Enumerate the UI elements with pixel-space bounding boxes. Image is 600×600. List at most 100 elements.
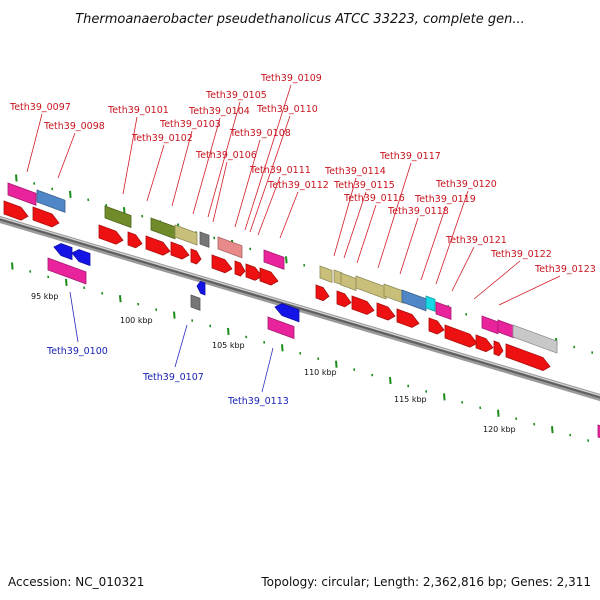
gene-label: Teth39_0113: [227, 396, 289, 407]
leader-line: [192, 117, 221, 215]
scale-label: 95 kbp: [31, 292, 59, 301]
gene-label: Teth39_0120: [435, 179, 497, 190]
cds-forward: [3, 200, 29, 221]
leader-line: [57, 132, 76, 179]
leader-line: [234, 139, 261, 228]
gene-block: [512, 324, 558, 354]
cds-forward: [351, 295, 375, 315]
genome-backbone: [0, 215, 600, 402]
gene-label: Teth39_0104: [188, 106, 250, 117]
gene-label: Teth39_0119: [414, 194, 476, 205]
gene-block: [267, 316, 295, 340]
cds-forward: [32, 206, 60, 228]
tick-mark: [227, 327, 230, 336]
cds-forward: [444, 324, 478, 348]
cds-forward: [315, 284, 330, 302]
cds-forward: [259, 267, 279, 286]
cds-forward: [234, 260, 246, 277]
leader-line: [473, 260, 521, 300]
leader-line: [279, 191, 299, 239]
leader-line: [244, 84, 292, 231]
cds-forward: [396, 308, 420, 328]
tick-mark: [11, 262, 14, 270]
gene-label: Teth39_0111: [249, 165, 311, 176]
leader-line: [212, 161, 228, 223]
gene-label: Teth39_0109: [260, 73, 322, 84]
gene-block: [217, 236, 243, 259]
leader-line: [399, 217, 419, 275]
gene-block: [199, 231, 210, 248]
leader-line: [207, 101, 241, 218]
leader-line: [333, 177, 357, 257]
gene-block: [104, 205, 132, 229]
leader-line: [343, 191, 367, 259]
leader-line: [420, 205, 447, 281]
cds-forward: [336, 290, 352, 308]
cds-forward: [505, 343, 551, 371]
gene-block: [36, 189, 66, 213]
gene-block: [355, 275, 387, 300]
gene-block: [401, 289, 427, 312]
gene-label: Teth39_0122: [490, 249, 552, 260]
cds-forward: [145, 235, 171, 256]
leader-line: [356, 204, 377, 264]
gene-label: Teth39_0102: [131, 133, 193, 144]
gene-label: Teth39_0103: [159, 119, 221, 130]
scale-label: 120 kbp: [483, 425, 516, 434]
leader-line: [122, 116, 138, 195]
tick-mark: [497, 409, 500, 417]
tick-mark: [173, 311, 176, 319]
scale-label: 100 kbp: [120, 316, 153, 325]
cds-forward: [127, 231, 143, 249]
tick-mark: [15, 174, 18, 182]
gene-block: [150, 217, 176, 240]
gene-label: Teth39_0116: [343, 193, 405, 204]
gene-label: Teth39_0097: [9, 102, 71, 113]
gene-block: [340, 272, 357, 292]
cds-forward: [245, 263, 263, 281]
gene-label: Teth39_0114: [324, 166, 386, 177]
gene-label: Teth39_0115: [333, 180, 395, 191]
gene-label: Teth39_0098: [43, 121, 105, 132]
gene-label: Teth39_0123: [534, 264, 596, 275]
tick-mark: [65, 278, 68, 286]
scale-labels: 95 kbp 100 kbp 105 kbp 110 kbp 115 kbp 120 kb…: [31, 292, 516, 434]
tick-mark: [285, 256, 288, 264]
gene-block: [383, 283, 405, 304]
cds-reverse: [53, 243, 73, 261]
tick-mark: [389, 376, 392, 385]
cds-reverse: [274, 303, 300, 323]
gene-label: Teth39_0110: [256, 104, 318, 115]
accession-text: Accession: NC_010321: [8, 575, 144, 589]
leader-line: [146, 144, 165, 202]
gene-block: [47, 257, 87, 285]
gene-label: Teth39_0117: [379, 151, 441, 162]
gene-block: [7, 182, 37, 206]
cds-reverse: [196, 280, 206, 296]
topology-text: Topology: circular; Length: 2,362,816 bp…: [260, 575, 591, 589]
leader-line: [249, 115, 291, 233]
gene-block: [263, 249, 285, 270]
cds-forward: [170, 241, 190, 260]
leader-line: [69, 291, 79, 343]
scale-label: 110 kbp: [304, 368, 337, 377]
leader-line: [451, 246, 475, 292]
cds-forward: [211, 254, 233, 274]
leader-line: [377, 162, 412, 269]
gene-block: [497, 319, 515, 339]
leader-line: [26, 113, 43, 173]
cds-forward: [428, 317, 445, 335]
gene-block: [319, 265, 333, 283]
gene-block: [425, 295, 436, 312]
gene-block: [481, 315, 499, 335]
tick-mark: [443, 393, 446, 401]
gene-label: Teth39_0107: [142, 372, 204, 383]
gene-label: Teth39_0101: [107, 105, 169, 116]
gene-block: [190, 294, 201, 311]
cds-forward: [493, 340, 504, 357]
leader-line: [171, 130, 193, 207]
scale-label: 105 kbp: [212, 341, 245, 350]
gene-label: Teth39_0118: [387, 206, 449, 217]
gene-block: [435, 301, 452, 321]
